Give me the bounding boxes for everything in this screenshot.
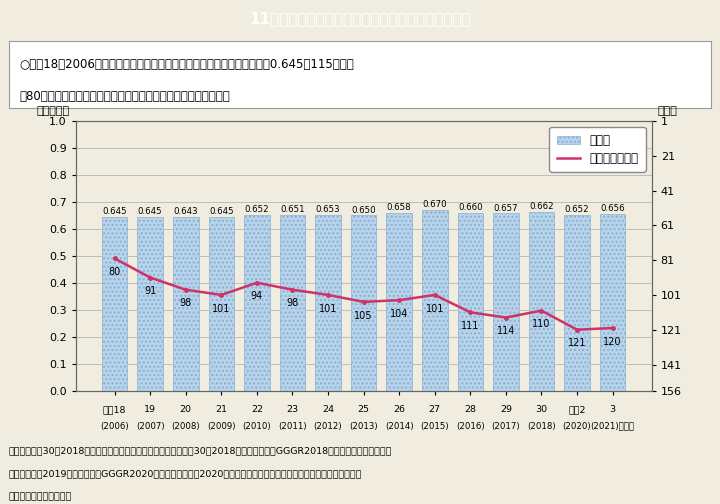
Text: 3: 3 (610, 405, 616, 414)
Text: (2014): (2014) (385, 422, 413, 430)
Text: 23: 23 (287, 405, 299, 414)
Text: 令和2: 令和2 (568, 405, 586, 414)
Text: 114: 114 (497, 326, 515, 336)
Text: 平成18: 平成18 (103, 405, 126, 414)
Bar (102, 217, 127, 391)
Text: 98: 98 (179, 298, 192, 308)
Bar (173, 217, 199, 391)
Text: 0.656: 0.656 (600, 204, 625, 213)
Text: 27: 27 (428, 405, 441, 414)
Bar (244, 215, 270, 391)
Text: 0.645: 0.645 (209, 207, 233, 216)
Text: 0.660: 0.660 (458, 203, 482, 212)
Text: (2008): (2008) (171, 422, 200, 430)
Bar (279, 215, 305, 391)
Text: (2016): (2016) (456, 422, 485, 430)
Text: 94: 94 (251, 291, 263, 301)
Text: が連続していない。: が連続していない。 (9, 492, 72, 501)
Text: (2017): (2017) (492, 422, 521, 430)
Text: 0.653: 0.653 (315, 205, 341, 214)
Text: 110: 110 (532, 319, 551, 329)
Bar (138, 217, 163, 391)
Text: 101: 101 (212, 303, 230, 313)
Bar (600, 214, 626, 391)
Text: （位）: （位） (657, 105, 678, 115)
Text: 101: 101 (426, 303, 444, 313)
Text: 26: 26 (393, 405, 405, 414)
Bar (493, 214, 518, 391)
Text: (2012): (2012) (314, 422, 342, 430)
Text: 104: 104 (390, 309, 408, 319)
Text: 0.657: 0.657 (494, 204, 518, 213)
Text: (2018): (2018) (527, 422, 556, 430)
Text: 11－３図　日本のジェンダー・ギャップ指数の推移: 11－３図 日本のジェンダー・ギャップ指数の推移 (249, 11, 471, 26)
Text: 0.662: 0.662 (529, 202, 554, 211)
Text: 令和元（2019）年公表分はGGGR2020となり、令和２（2020）年のインデックスとして公表されたため、年の数字: 令和元（2019）年公表分はGGGR2020となり、令和２（2020）年のインデ… (9, 469, 362, 478)
Text: 22: 22 (251, 405, 263, 414)
Text: (2020): (2020) (563, 422, 591, 430)
Text: 0.652: 0.652 (564, 205, 590, 214)
Text: 111: 111 (461, 321, 480, 331)
Text: 0.645: 0.645 (138, 207, 163, 216)
Text: 0.643: 0.643 (174, 208, 198, 216)
Text: 0.651: 0.651 (280, 205, 305, 214)
Text: 98: 98 (287, 298, 299, 308)
Text: 121: 121 (568, 338, 586, 348)
Text: 0.658: 0.658 (387, 204, 412, 212)
Text: (2009): (2009) (207, 422, 235, 430)
Bar (457, 213, 483, 391)
Bar (528, 212, 554, 391)
Text: 120: 120 (603, 337, 622, 347)
Bar (422, 210, 448, 391)
Bar (564, 215, 590, 391)
Text: (2006): (2006) (100, 422, 129, 430)
Text: 0.652: 0.652 (245, 205, 269, 214)
Text: ○平成18（2006）年にＧＧＩが初めて公表された際の日本のスコアは、0.645で115か国中: ○平成18（2006）年にＧＧＩが初めて公表された際の日本のスコアは、0.645… (19, 58, 354, 71)
Text: 20: 20 (180, 405, 192, 414)
Text: 80位。その後スコアはほぼ横ばいとなっており、順位は下降。: 80位。その後スコアはほぼ横ばいとなっており、順位は下降。 (19, 90, 230, 103)
Text: 24: 24 (322, 405, 334, 414)
Text: (2015): (2015) (420, 422, 449, 430)
Text: （備考）平成30（2018）年公表までは、公表年のレポート（平成30（2018）年公表分ならGGGR2018）が公表されていたが、: （備考）平成30（2018）年公表までは、公表年のレポート（平成30（2018）… (9, 446, 392, 455)
Text: 25: 25 (358, 405, 369, 414)
Text: 91: 91 (144, 286, 156, 296)
Text: 28: 28 (464, 405, 477, 414)
Text: 101: 101 (319, 303, 337, 313)
Text: 30: 30 (536, 405, 547, 414)
Text: 29: 29 (500, 405, 512, 414)
Bar (315, 215, 341, 391)
Text: (2013): (2013) (349, 422, 378, 430)
Legend: スコア, 順位（右目盛）: スコア, 順位（右目盛） (549, 127, 646, 172)
Bar (387, 213, 412, 391)
Text: (2011): (2011) (278, 422, 307, 430)
Text: 21: 21 (215, 405, 228, 414)
Bar (209, 217, 234, 391)
Text: 105: 105 (354, 310, 373, 321)
Text: (2007): (2007) (136, 422, 164, 430)
Bar (351, 215, 377, 391)
Text: 19: 19 (144, 405, 156, 414)
Text: （スコア）: （スコア） (37, 105, 70, 115)
Text: 0.650: 0.650 (351, 206, 376, 215)
Text: 0.670: 0.670 (423, 200, 447, 209)
Text: 0.645: 0.645 (102, 207, 127, 216)
Text: (2010): (2010) (243, 422, 271, 430)
Text: 80: 80 (109, 267, 121, 277)
Text: (2021)（年）: (2021)（年） (590, 422, 634, 430)
